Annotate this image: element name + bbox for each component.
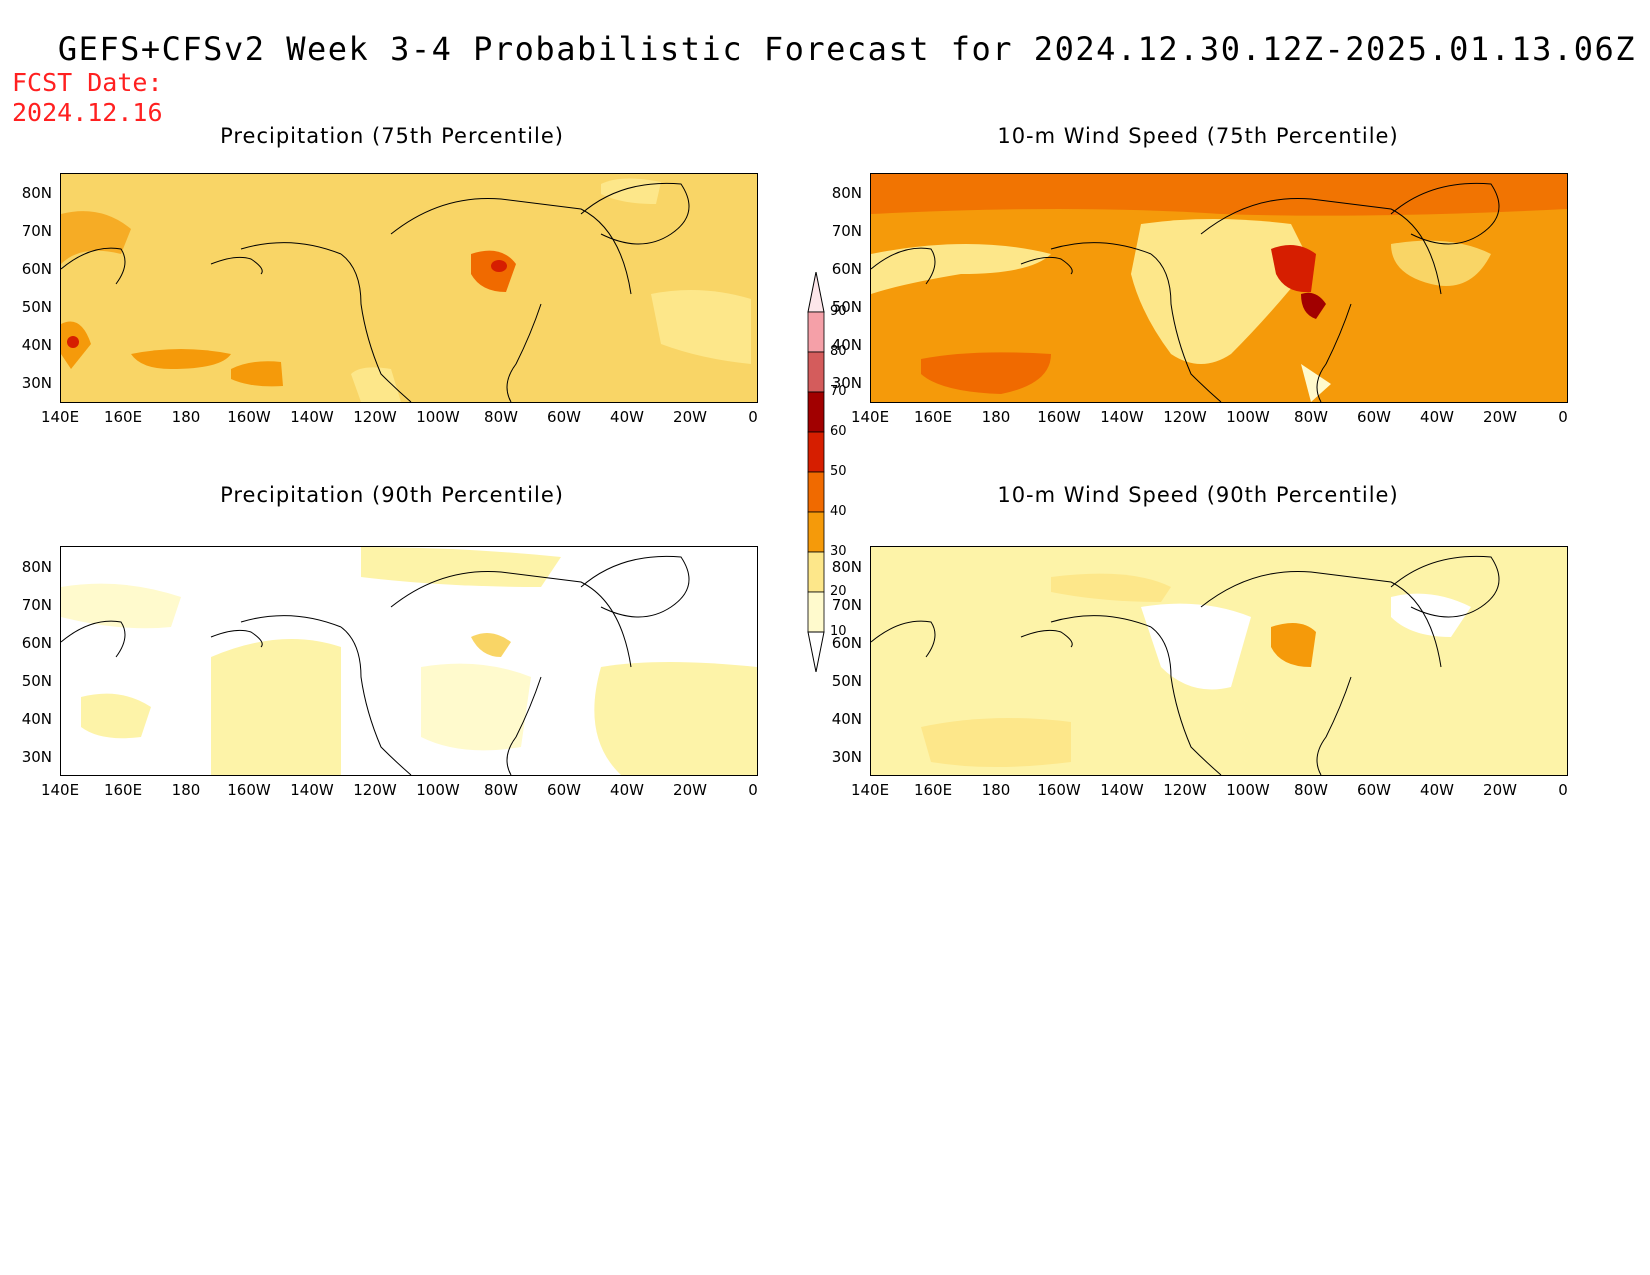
lat-label: 80N	[831, 184, 862, 202]
lon-label: 140E	[850, 408, 890, 426]
panel-title-precip-90: Precipitation (90th Percentile)	[220, 483, 564, 507]
lat-label: 60N	[831, 634, 862, 652]
lon-label: 0	[1558, 781, 1568, 799]
lon-label: 140W	[290, 408, 334, 426]
lat-label: 40N	[21, 710, 52, 728]
panel-title-wind-90: 10-m Wind Speed (90th Percentile)	[997, 483, 1399, 507]
lon-label: 0	[1558, 408, 1568, 426]
lon-label: 60W	[1357, 781, 1391, 799]
lat-label: 50N	[831, 298, 862, 316]
lon-label: 160W	[1037, 408, 1081, 426]
lat-label: 50N	[831, 672, 862, 690]
map-precip-90	[60, 546, 758, 776]
lat-label: 40N	[831, 710, 862, 728]
lat-label: 40N	[21, 336, 52, 354]
lat-label: 70N	[831, 222, 862, 240]
colorbar-label: 10	[830, 624, 847, 639]
lon-label: 140W	[1100, 781, 1144, 799]
lon-label: 160E	[913, 408, 953, 426]
lat-label: 70N	[831, 596, 862, 614]
lon-label: 160E	[103, 408, 143, 426]
lon-label: 20W	[673, 408, 707, 426]
lon-label: 120W	[1163, 408, 1207, 426]
colorbar-label: 60	[830, 424, 847, 439]
lon-label: 0	[748, 408, 758, 426]
lon-label: 40W	[1420, 781, 1454, 799]
lon-label: 20W	[1483, 781, 1517, 799]
colorbar-graphic	[807, 271, 825, 673]
lat-label: 80N	[21, 184, 52, 202]
lon-label: 140E	[40, 408, 80, 426]
lon-label: 160W	[227, 408, 271, 426]
lon-label: 80W	[484, 408, 518, 426]
lon-label: 160E	[103, 781, 143, 799]
lon-label: 80W	[1294, 781, 1328, 799]
colorbar-label: 40	[830, 504, 847, 519]
panel-title-precip-75: Precipitation (75th Percentile)	[220, 124, 564, 148]
lat-label: 60N	[831, 260, 862, 278]
colorbar-label: 50	[830, 464, 847, 479]
lon-label: 180	[171, 408, 201, 426]
lon-label: 140E	[850, 781, 890, 799]
map-wind-90	[870, 546, 1568, 776]
lon-label: 20W	[673, 781, 707, 799]
lon-label: 60W	[1357, 408, 1391, 426]
fcst-label: FCST Date:	[12, 68, 163, 97]
lon-label: 160W	[1037, 781, 1081, 799]
lat-label: 30N	[831, 374, 862, 392]
lon-label: 20W	[1483, 408, 1517, 426]
lon-label: 180	[171, 781, 201, 799]
colorbar-label: 30	[830, 544, 847, 559]
lat-label: 50N	[21, 672, 52, 690]
map-wind-75	[870, 173, 1568, 403]
lat-label: 70N	[21, 596, 52, 614]
lon-label: 0	[748, 781, 758, 799]
lon-label: 100W	[416, 781, 460, 799]
lon-label: 120W	[1163, 781, 1207, 799]
lat-label: 30N	[21, 374, 52, 392]
lon-label: 100W	[1226, 781, 1270, 799]
panel-title-wind-75: 10-m Wind Speed (75th Percentile)	[997, 124, 1399, 148]
lat-label: 50N	[21, 298, 52, 316]
lat-label: 60N	[21, 634, 52, 652]
lon-label: 140E	[40, 781, 80, 799]
lat-label: 30N	[831, 748, 862, 766]
lat-label: 70N	[21, 222, 52, 240]
lon-label: 100W	[1226, 408, 1270, 426]
lon-label: 120W	[353, 408, 397, 426]
lon-label: 160W	[227, 781, 271, 799]
colorbar: 90 80 70 60 50 40 30 20 10	[806, 271, 856, 673]
lon-label: 80W	[1294, 408, 1328, 426]
lon-label: 40W	[610, 408, 644, 426]
lat-label: 30N	[21, 748, 52, 766]
colorbar-label: 90	[830, 304, 847, 319]
lon-label: 40W	[610, 781, 644, 799]
colorbar-label: 70	[830, 384, 847, 399]
lat-label: 80N	[831, 558, 862, 576]
forecast-date-block: FCST Date: 2024.12.16	[12, 68, 163, 128]
lon-label: 160E	[913, 781, 953, 799]
lon-label: 60W	[547, 781, 581, 799]
lon-label: 140W	[1100, 408, 1144, 426]
map-precip-75	[60, 173, 758, 403]
colorbar-label: 80	[830, 344, 847, 359]
lat-label: 40N	[831, 336, 862, 354]
lon-label: 140W	[290, 781, 334, 799]
lon-label: 40W	[1420, 408, 1454, 426]
lon-label: 60W	[547, 408, 581, 426]
lon-label: 180	[981, 408, 1011, 426]
lat-label: 80N	[21, 558, 52, 576]
colorbar-label: 20	[830, 584, 847, 599]
lon-label: 180	[981, 781, 1011, 799]
lon-label: 100W	[416, 408, 460, 426]
lon-label: 80W	[484, 781, 518, 799]
fcst-date: 2024.12.16	[12, 98, 163, 127]
lon-label: 120W	[353, 781, 397, 799]
lat-label: 60N	[21, 260, 52, 278]
